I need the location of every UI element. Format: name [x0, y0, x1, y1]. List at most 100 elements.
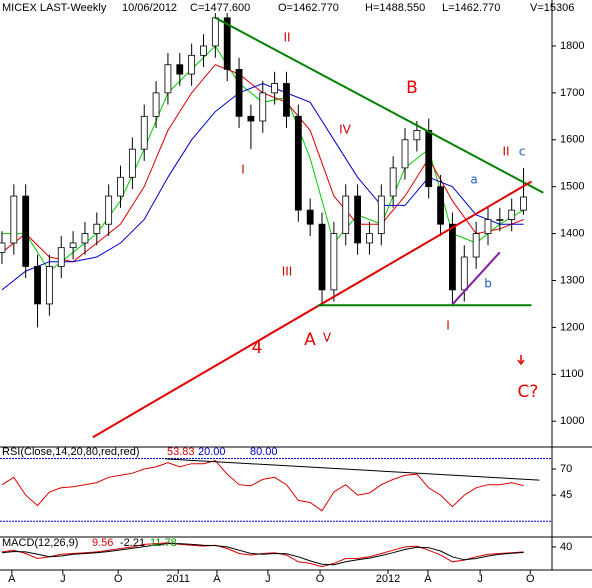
- candle-body: [22, 195, 30, 267]
- candle-body: [318, 223, 326, 291]
- macd-value: -2.21: [120, 537, 145, 549]
- candle-body: [306, 209, 314, 225]
- candle-body: [342, 195, 350, 234]
- y-tick-label: 1600: [560, 134, 584, 146]
- candle-body: [45, 266, 53, 305]
- candle-body: [354, 195, 361, 244]
- x-tick-label: 2011: [166, 573, 190, 585]
- rsi-last: 53.83: [167, 446, 195, 458]
- candle-body: [34, 266, 41, 305]
- wave-label: b: [484, 277, 492, 291]
- macd-line: [1, 543, 524, 566]
- candle-body: [235, 69, 243, 117]
- candle-body: [259, 92, 267, 122]
- trendline: [451, 251, 501, 306]
- candle-body: [389, 167, 397, 197]
- x-tick-label: O: [526, 573, 535, 585]
- x-tick-label: 2012: [376, 573, 400, 585]
- y-tick-label: 1300: [560, 274, 584, 286]
- down-arrow: [517, 355, 525, 366]
- rsi-trendline: [165, 458, 540, 481]
- candle-body: [508, 209, 516, 220]
- candle-body: [176, 64, 184, 75]
- y-tick-label: 1800: [560, 40, 584, 52]
- candle-body: [413, 129, 421, 141]
- candle-body: [188, 54, 196, 75]
- candle-body: [128, 148, 136, 178]
- macd-value: 11.78: [150, 537, 177, 549]
- candle-body: [425, 129, 433, 188]
- wave-label: I: [446, 319, 450, 333]
- x-tick-label: O: [114, 573, 123, 585]
- rsi-level-label: 80.00: [250, 446, 278, 458]
- volume-value: V=15306: [530, 2, 574, 14]
- candle-body: [247, 115, 255, 122]
- x-tick-label: J: [477, 573, 483, 585]
- wave-label: III: [282, 265, 293, 279]
- wave-label: a: [470, 173, 477, 187]
- macd-line: [1, 542, 524, 568]
- candle-body: [93, 223, 101, 234]
- candle-body: [81, 233, 89, 244]
- candle-body: [223, 17, 231, 70]
- wave-label: II: [502, 145, 509, 159]
- y-tick-label: 45: [560, 489, 572, 501]
- rsi-line: [1, 460, 524, 512]
- x-tick-label: J: [265, 573, 271, 585]
- wave-label: IV: [339, 123, 352, 137]
- low-value: L=1462.770: [442, 2, 500, 14]
- trendline: [214, 16, 544, 194]
- candle-body: [437, 186, 444, 225]
- candle-body: [330, 233, 338, 291]
- wave-label: I: [241, 163, 245, 177]
- x-tick-label: O: [316, 573, 325, 585]
- wave-label: A: [304, 330, 316, 350]
- candle-body: [496, 219, 504, 221]
- wave-label: c: [519, 145, 526, 159]
- rsi-level-label: 20.00: [198, 446, 226, 458]
- macd-value: 9.56: [92, 537, 113, 549]
- candle-body: [520, 196, 527, 211]
- candle-body: [10, 195, 18, 244]
- y-tick-label: 1400: [560, 227, 584, 239]
- candle-body: [271, 83, 279, 94]
- candle-body: [366, 233, 373, 244]
- candle-body: [484, 219, 492, 234]
- y-tick-label: 70: [560, 463, 572, 475]
- candle-body: [69, 242, 77, 249]
- x-tick-label: A: [8, 573, 16, 585]
- candle-body: [164, 64, 172, 94]
- close-value: C=1477.600: [190, 2, 250, 14]
- candle-body: [57, 247, 65, 267]
- x-tick-label: A: [424, 573, 432, 585]
- y-tick-label: 1000: [560, 415, 584, 427]
- wave-label: II: [283, 31, 290, 45]
- candle-body: [140, 115, 148, 150]
- date: 10/06/2012: [122, 2, 177, 14]
- candle-body: [200, 45, 207, 56]
- candle-body: [472, 233, 480, 258]
- open-value: O=1462.770: [278, 2, 339, 14]
- wave-label: C?: [518, 382, 539, 402]
- candle-body: [460, 256, 468, 291]
- wave-label: B: [406, 78, 418, 98]
- wave-label: V: [323, 331, 332, 345]
- candle-body: [283, 83, 290, 117]
- candle-body: [401, 139, 409, 169]
- macd-title: MACD(12,26,9): [2, 537, 78, 549]
- candle-body: [211, 17, 219, 47]
- x-tick-label: A: [213, 573, 221, 585]
- y-tick-label: 1500: [560, 181, 584, 193]
- candle-body: [105, 195, 113, 225]
- candle-body: [449, 223, 456, 291]
- candle-body: [377, 195, 385, 234]
- trendline: [92, 180, 533, 439]
- candle-body: [152, 92, 160, 117]
- candle-body: [294, 115, 302, 211]
- y-tick-label: 1700: [560, 87, 584, 99]
- candle-body: [117, 176, 124, 197]
- rsi-title: RSI(Close,14,20,80,red,red): [2, 446, 140, 458]
- x-tick-label: J: [60, 573, 66, 585]
